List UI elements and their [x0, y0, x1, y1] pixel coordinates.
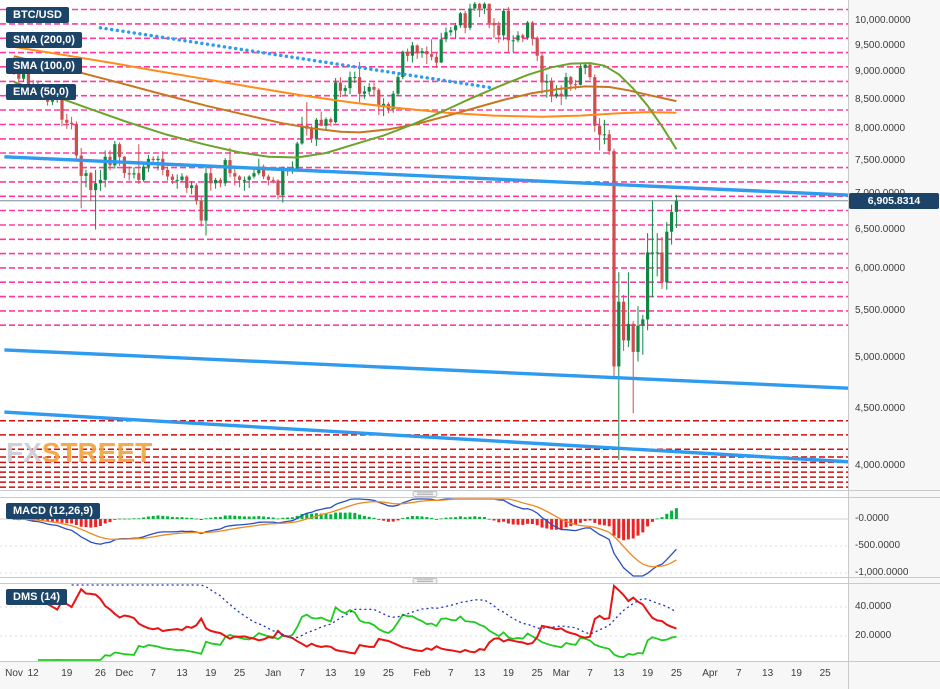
ema50-badge: EMA (50,0): [6, 84, 76, 100]
y-axis-tick: 5,500.0000: [855, 305, 906, 317]
y-axis-tick: 8,000.0000: [855, 123, 906, 135]
fxstreet-watermark: FXSTREET: [6, 437, 152, 469]
x-axis-tick: 13: [176, 668, 188, 679]
x-axis-tick: 13: [325, 668, 337, 679]
x-axis-tick: 19: [642, 668, 654, 679]
minus-di-line: [37, 583, 677, 655]
dms-axis-tick: 20.0000: [855, 630, 892, 641]
x-axis-tick: 7: [299, 668, 305, 679]
x-axis-tick: 7: [150, 668, 156, 679]
trendline-2[interactable]: [4, 348, 858, 390]
dms-axis-tick: 40.0000: [855, 601, 892, 612]
macd-axis-tick: -1,000.0000: [855, 567, 909, 578]
x-axis-tick: 19: [502, 668, 514, 679]
watermark-street: STREET: [41, 437, 153, 468]
macd-axis-tick: -500.0000: [855, 540, 901, 551]
x-axis-tick: 7: [587, 668, 593, 679]
macd-panel: [0, 498, 848, 577]
dms-panel: [0, 583, 848, 661]
x-axis-tick: 13: [474, 668, 486, 679]
x-axis-tick: Apr: [702, 668, 718, 679]
x-axis-tick: 25: [531, 668, 543, 679]
y-axis-tick: 8,500.0000: [855, 93, 906, 105]
sma200-line: [13, 45, 677, 118]
x-axis-tick: 13: [762, 668, 774, 679]
plus-di-line: [38, 605, 677, 661]
sma100-line: [13, 55, 677, 134]
macd-axis-tick: -0.0000: [855, 513, 889, 524]
sma200-badge: SMA (200,0): [6, 32, 82, 48]
x-axis-tick: 25: [382, 668, 394, 679]
y-axis-tick: 5,000.0000: [855, 351, 906, 363]
x-axis-tick: 25: [819, 668, 831, 679]
x-axis-tick: 7: [448, 668, 454, 679]
x-axis-tick: 25: [234, 668, 246, 679]
symbol-badge: BTC/USD: [6, 7, 69, 23]
x-axis-tick: Dec: [115, 668, 134, 679]
y-axis-tick: 6,500.0000: [855, 224, 906, 236]
y-axis-tick: 9,000.0000: [855, 66, 906, 78]
current-price-badge: 6,905.8314: [849, 193, 939, 209]
y-axis-tick: 6,000.0000: [855, 263, 906, 275]
x-axis-tick: 19: [205, 668, 217, 679]
watermark-fx: FX: [6, 437, 42, 468]
main-price-panel: [0, 2, 858, 488]
panel-resize-handle[interactable]: [412, 490, 438, 498]
y-axis-tick: 4,000.0000: [855, 460, 906, 472]
ema50-line: [13, 62, 678, 159]
y-axis-tick: 10,000.0000: [855, 15, 911, 26]
macd-signal-line: [13, 498, 677, 568]
y-axis-tick: 7,500.0000: [855, 154, 906, 166]
x-axis-tick: 25: [670, 668, 682, 679]
trendline-1[interactable]: [4, 155, 858, 197]
trendline-3[interactable]: [4, 410, 858, 464]
x-axis-tick: Jan: [265, 668, 282, 679]
x-axis-tick: 12: [27, 668, 39, 679]
x-axis-tick: 19: [790, 668, 802, 679]
panel-resize-handle[interactable]: [412, 577, 438, 585]
x-axis-tick: 19: [61, 668, 73, 679]
x-axis-tick: Feb: [413, 668, 431, 679]
x-axis-tick: Nov: [5, 668, 23, 679]
sma100-badge: SMA (100,0): [6, 58, 82, 74]
x-axis-tick: 13: [613, 668, 625, 679]
x-axis-tick: 7: [736, 668, 742, 679]
trendline-0[interactable]: [98, 26, 496, 90]
macd-badge: MACD (12,26,9): [6, 503, 101, 519]
x-axis-tick: 26: [94, 668, 106, 679]
adx-line: [71, 584, 677, 639]
dms-badge: DMS (14): [6, 589, 68, 605]
y-axis-tick: 9,500.0000: [855, 39, 906, 51]
x-axis-tick: 19: [354, 668, 366, 679]
y-axis-tick: 4,500.0000: [855, 402, 906, 414]
x-axis-tick: Mar: [552, 668, 570, 679]
